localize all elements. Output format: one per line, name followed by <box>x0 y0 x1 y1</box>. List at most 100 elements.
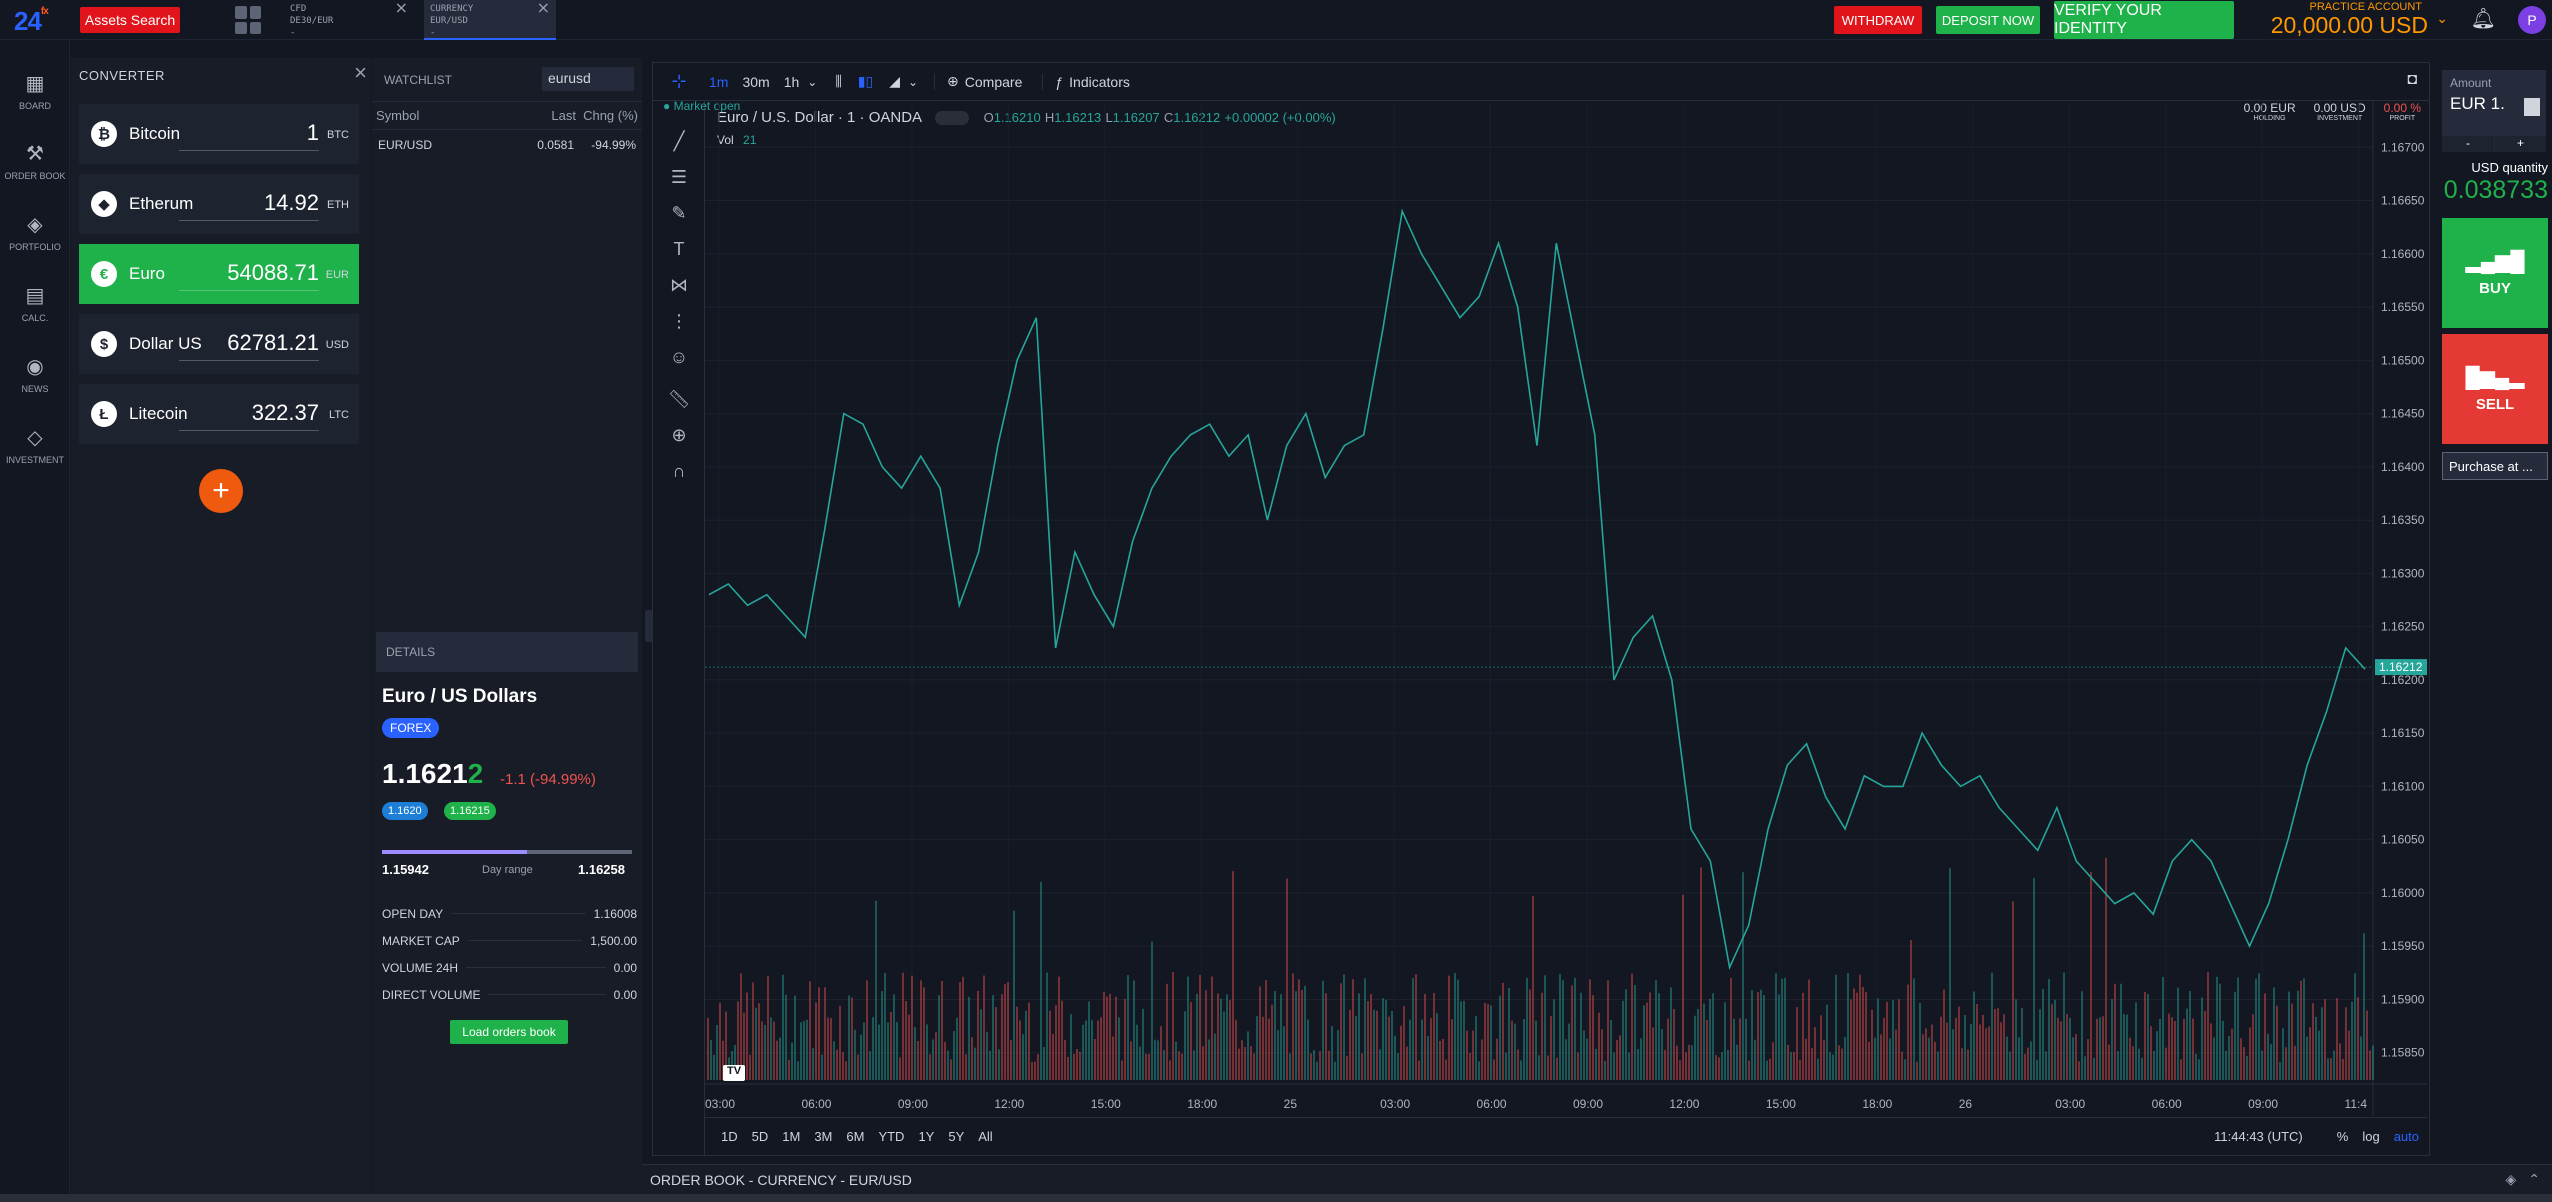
converter-row-euro[interactable]: € Euro 54088.71 EUR <box>79 244 359 304</box>
converter-row-dollar-us[interactable]: $ Dollar US 62781.21 USD <box>79 314 359 374</box>
interval-30m[interactable]: 30m <box>742 73 770 90</box>
camera-icon[interactable]: ◘ <box>2407 71 2417 88</box>
range-all[interactable]: All <box>978 1129 993 1144</box>
load-orders-book-button[interactable]: Load orders book <box>450 1020 568 1044</box>
coin-value-input[interactable]: 14.92 <box>179 190 319 221</box>
close-icon[interactable]: × <box>394 0 408 17</box>
nav-order-book[interactable]: ⚒ ORDER BOOK <box>4 143 66 181</box>
withdraw-button[interactable]: WITHDRAW <box>1834 6 1922 34</box>
status-toggle[interactable] <box>935 111 970 126</box>
emoji-icon[interactable]: ☺ <box>669 347 689 367</box>
range-1y[interactable]: 1Y <box>918 1129 935 1144</box>
volume-bar <box>2168 1013 2170 1080</box>
bell-icon[interactable]: 🔔︎ <box>2470 8 2496 30</box>
status-strip <box>0 1194 2552 1202</box>
coin-value-input[interactable]: 62781.21 <box>179 330 319 361</box>
chevron-down-icon[interactable]: ⌄ <box>907 74 919 89</box>
volume-bar <box>2195 1053 2197 1080</box>
volume-bar <box>914 1026 916 1080</box>
close-icon[interactable]: × <box>536 0 550 17</box>
range-5y[interactable]: 5Y <box>948 1129 965 1144</box>
range-3m[interactable]: 3M <box>814 1129 833 1144</box>
last-price-tag-bg <box>2375 659 2427 676</box>
area-style-icon[interactable]: ◢ <box>889 73 900 89</box>
nav-investment[interactable]: ◇ INVESTMENT <box>5 427 64 465</box>
range-ytd[interactable]: YTD <box>878 1129 905 1144</box>
log-scale-toggle[interactable]: log <box>2362 1129 2380 1144</box>
converter-row-litecoin[interactable]: Ł Litecoin 322.37 LTC <box>79 384 359 444</box>
volume-bar <box>1265 980 1267 1080</box>
nav-board[interactable]: ▦ BOARD <box>18 73 51 111</box>
account-balance[interactable]: 20,000.00 USD <box>2270 12 2428 38</box>
magnet-icon[interactable]: ∩ <box>672 461 686 481</box>
assets-search-button[interactable]: Assets Search <box>80 7 180 33</box>
ruler-icon[interactable]: 📏︎ <box>667 389 691 409</box>
avatar[interactable]: P <box>2518 6 2546 34</box>
purchase-at-button[interactable]: Purchase at ... <box>2442 452 2548 480</box>
layers-icon[interactable]: ◈ <box>2505 1171 2517 1187</box>
volume-bar <box>1718 1057 1720 1080</box>
col-symbol[interactable]: Symbol <box>376 108 420 123</box>
volume-bar <box>2120 983 2122 1080</box>
crosshair-icon[interactable]: ⊹ <box>671 71 687 91</box>
tab-de30-eur[interactable]: CFD DE30/EUR - × <box>290 0 408 38</box>
amount-decrease-button[interactable]: - <box>2442 136 2494 152</box>
verify-identity-button[interactable]: VERIFY YOUR IDENTITY <box>2054 1 2234 39</box>
symbol-title[interactable]: Euro / U.S. Dollar · 1 · OANDA <box>717 109 922 126</box>
order-book-bar[interactable]: ORDER BOOK - CURRENCY - EUR/USD ◈ ⌃ <box>642 1164 2552 1194</box>
nav-portfolio[interactable]: ◈ PORTFOLIO <box>9 214 61 252</box>
candle-style-icon[interactable]: ▮▯ <box>857 73 874 89</box>
volume-bar <box>953 1030 955 1080</box>
currency-toggle-icon[interactable] <box>2524 98 2540 116</box>
auto-scale-toggle[interactable]: auto <box>2393 1129 2419 1144</box>
range-1m[interactable]: 1M <box>782 1129 801 1144</box>
nav-calc[interactable]: ▤ CALC. <box>21 285 49 323</box>
coin-value-input[interactable]: 322.37 <box>179 400 319 431</box>
coin-value-input[interactable]: 54088.71 <box>179 260 319 291</box>
text-icon[interactable]: T <box>673 239 685 259</box>
trend-line-icon[interactable]: ╱ <box>673 131 685 151</box>
chevron-down-icon[interactable]: ⌄ <box>2436 10 2448 26</box>
tab-eur-usd[interactable]: CURRENCY EUR/USD - × <box>424 0 556 40</box>
collapse-handle[interactable] <box>645 610 653 642</box>
compare-icon[interactable]: ⊕ <box>934 73 959 90</box>
converter-row-etherum[interactable]: ◆ Etherum 14.92 ETH <box>79 174 359 234</box>
logo[interactable]: 24fx <box>14 6 49 36</box>
close-icon[interactable]: × <box>354 60 367 85</box>
range-1d[interactable]: 1D <box>721 1129 738 1144</box>
add-converter-button[interactable]: + <box>199 469 243 513</box>
grid-menu-icon[interactable] <box>232 3 264 37</box>
deposit-button[interactable]: DEPOSIT NOW <box>1936 6 2040 34</box>
col-last[interactable]: Last <box>551 108 576 123</box>
zoom-icon[interactable]: ⊕ <box>671 425 687 445</box>
watchlist-row[interactable]: EUR/USD 0.0581 -94.99% <box>372 130 642 160</box>
price-chart[interactable]: 1.16700 1.16650 1.16600 1.16550 1.16500 1.164… <box>705 102 2427 1116</box>
buy-button[interactable]: ▂▄▆█ BUY <box>2442 218 2548 328</box>
indicators-icon[interactable]: ƒ <box>1042 73 1063 90</box>
range-5d[interactable]: 5D <box>751 1129 769 1144</box>
range-6m[interactable]: 6M <box>846 1129 865 1144</box>
converter-row-bitcoin[interactable]: ₿ Bitcoin 1 BTC <box>79 104 359 164</box>
interval-1h[interactable]: 1h <box>783 73 800 90</box>
utc-time[interactable]: 11:44:43 (UTC) <box>2214 1129 2303 1144</box>
interval-1m[interactable]: 1m <box>709 73 729 90</box>
chevron-up-icon[interactable]: ⌃ <box>2528 1171 2540 1187</box>
brush-icon[interactable]: ✎ <box>671 203 687 223</box>
pattern-icon[interactable]: ⋈ <box>670 275 688 295</box>
bar-style-icon[interactable]: ⫼ <box>835 73 842 89</box>
watchlist-search-input[interactable]: eurusd <box>542 67 634 91</box>
tradingview-logo[interactable]: TV <box>723 1065 745 1081</box>
indicators-button[interactable]: Indicators <box>1069 73 1130 90</box>
percent-scale-toggle[interactable]: % <box>2336 1129 2349 1144</box>
col-change[interactable]: Chng (%) <box>583 108 638 123</box>
nav-news[interactable]: ◉ NEWS <box>21 356 49 394</box>
compare-button[interactable]: Compare <box>964 73 1023 90</box>
horizontal-lines-icon[interactable]: ☰ <box>670 167 688 187</box>
sell-button[interactable]: █▆▄▂ SELL <box>2442 334 2548 444</box>
amount-increase-button[interactable]: + <box>2495 136 2546 152</box>
volume-bar <box>2324 999 2326 1080</box>
amount-input[interactable]: EUR 1. <box>2450 94 2505 113</box>
chevron-down-icon[interactable]: ⌄ <box>807 74 818 89</box>
prediction-icon[interactable]: ⋮ <box>670 311 688 331</box>
coin-value-input[interactable]: 1 <box>179 120 319 151</box>
